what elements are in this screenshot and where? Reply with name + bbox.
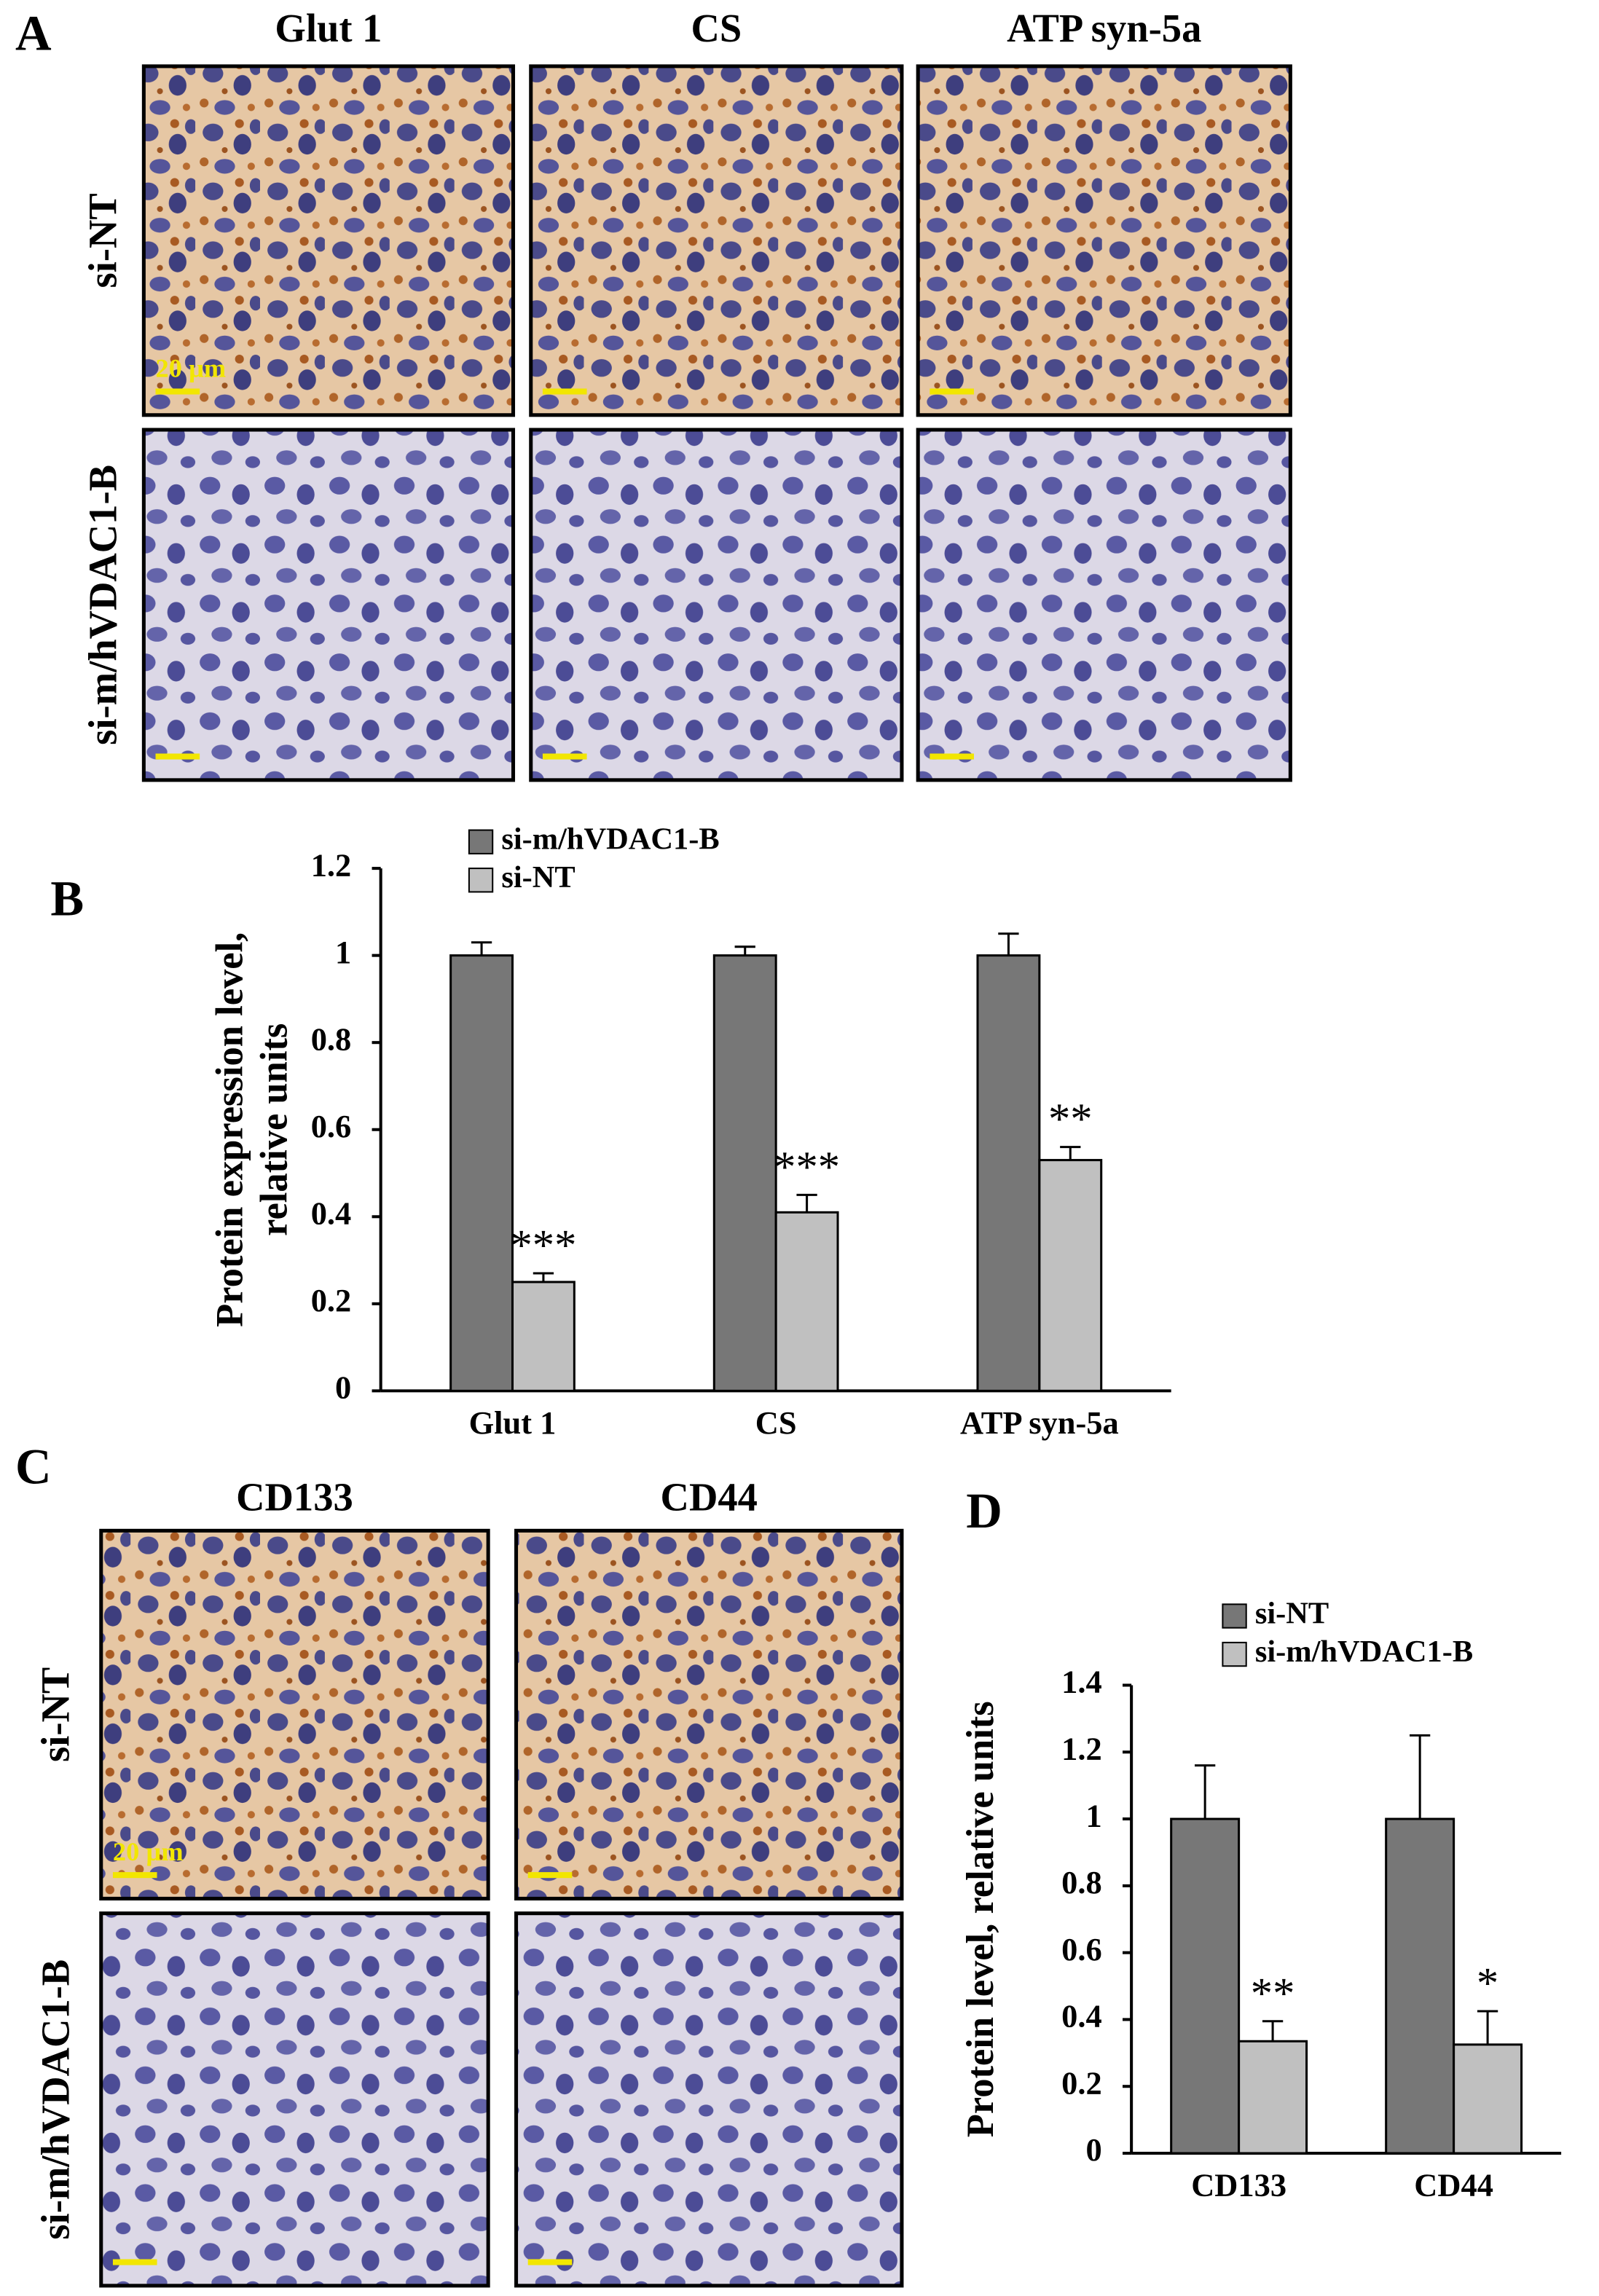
scale-bar-label: 20 µm xyxy=(113,1837,184,1866)
y-tick-label: 1 xyxy=(1085,1797,1101,1833)
legend-label: si-NT xyxy=(1255,1596,1329,1630)
error-bar xyxy=(796,1193,817,1213)
y-tick-label: 0.2 xyxy=(311,1282,352,1318)
scale-bar xyxy=(112,2259,157,2265)
scale-bar-label: 20 µm xyxy=(156,354,227,383)
y-tick-label: 0.4 xyxy=(311,1195,352,1231)
panel-label: D xyxy=(966,1483,1002,1538)
bar xyxy=(1238,2040,1308,2155)
significance: *** xyxy=(510,1222,576,1270)
panel-label: C xyxy=(15,1439,52,1494)
scale-bar xyxy=(155,388,200,395)
scale-bar xyxy=(930,388,974,395)
significance: *** xyxy=(774,1143,840,1192)
scale-bar xyxy=(542,388,587,395)
legend-swatch xyxy=(468,868,494,893)
x-tick-label: CD44 xyxy=(1414,2167,1493,2203)
scale-bar xyxy=(930,753,974,760)
row-label: si-NT xyxy=(34,1667,78,1762)
significance: ** xyxy=(1048,1095,1093,1144)
bar xyxy=(1170,1817,1241,2155)
x-tick-label: ATP syn-5a xyxy=(960,1404,1119,1441)
row-label: si-m/hVDAC1-B xyxy=(34,1959,78,2240)
panel-label: A xyxy=(15,5,52,60)
error-bar xyxy=(533,1272,554,1282)
y-tick-label: 1.2 xyxy=(311,846,352,883)
micrograph xyxy=(99,1911,490,2288)
micrograph xyxy=(514,1528,904,1900)
micrograph xyxy=(99,1528,490,1900)
error-bar xyxy=(1060,1146,1081,1160)
y-axis-label: Protein expression level, xyxy=(209,932,251,1327)
micrograph xyxy=(514,1911,904,2288)
scale-bar xyxy=(112,1872,157,1879)
column-title: CD44 xyxy=(661,1474,758,1519)
column-title: ATP syn-5a xyxy=(1007,6,1201,50)
panel-label: B xyxy=(50,870,84,926)
micrograph xyxy=(529,428,904,782)
scale-bar xyxy=(155,753,200,760)
scale-bar xyxy=(527,2259,573,2265)
y-tick-label: 0.8 xyxy=(311,1021,352,1057)
y-tick-label: 1.2 xyxy=(1061,1730,1102,1766)
micrograph xyxy=(141,64,516,417)
y-tick-label: 0.4 xyxy=(1061,1998,1102,2034)
legend-swatch xyxy=(1222,1603,1247,1629)
y-tick-label: 0.8 xyxy=(1061,1864,1102,1900)
y-tick-label: 0 xyxy=(1085,2131,1101,2168)
bar xyxy=(774,1211,839,1392)
bar xyxy=(449,954,514,1392)
significance: * xyxy=(1477,1959,1498,2008)
column-title: Glut 1 xyxy=(275,6,382,50)
micrograph xyxy=(916,428,1292,782)
legend-swatch xyxy=(468,829,494,854)
legend-label: si-m/hVDAC1-B xyxy=(1255,1635,1473,1669)
error-bar xyxy=(998,932,1019,956)
y-tick-label: 1 xyxy=(335,934,351,970)
error-bar xyxy=(734,945,755,956)
error-bar xyxy=(1477,2010,1498,2045)
significance: ** xyxy=(1251,1969,1295,2018)
micrograph xyxy=(141,428,516,782)
y-tick-label: 1.4 xyxy=(1061,1664,1102,1700)
x-tick-label: Glut 1 xyxy=(469,1404,557,1441)
scale-bar xyxy=(527,1872,573,1879)
x-tick-label: CD133 xyxy=(1191,2167,1286,2203)
y-tick-label: 0.2 xyxy=(1061,2064,1102,2101)
y-axis-label: relative units xyxy=(253,1023,295,1236)
error-bar xyxy=(1262,2020,1284,2042)
error-bar xyxy=(1195,1764,1216,1820)
column-title: CD133 xyxy=(236,1474,353,1519)
bar xyxy=(1453,2043,1523,2155)
legend-label: si-NT xyxy=(501,860,575,895)
bar xyxy=(712,954,777,1392)
bar xyxy=(1385,1817,1455,2155)
x-tick-label: CS xyxy=(755,1404,797,1441)
y-tick-label: 0.6 xyxy=(311,1108,352,1144)
micrograph xyxy=(529,64,904,417)
y-tick-label: 0.6 xyxy=(1061,1931,1102,1967)
row-label: si-NT xyxy=(80,193,125,288)
bar xyxy=(511,1281,575,1392)
scale-bar xyxy=(542,753,587,760)
bar xyxy=(976,954,1041,1392)
y-tick-label: 0 xyxy=(335,1369,351,1406)
legend-label: si-m/hVDAC1-B xyxy=(501,822,719,856)
error-bar xyxy=(471,941,492,956)
column-title: CS xyxy=(691,6,742,50)
error-bar xyxy=(1410,1734,1431,1820)
row-label: si-m/hVDAC1-B xyxy=(80,465,125,745)
y-axis-label: Protein level, relative units xyxy=(959,1701,1002,2137)
micrograph xyxy=(916,64,1292,417)
bar xyxy=(1038,1159,1103,1392)
legend-swatch xyxy=(1222,1641,1247,1667)
